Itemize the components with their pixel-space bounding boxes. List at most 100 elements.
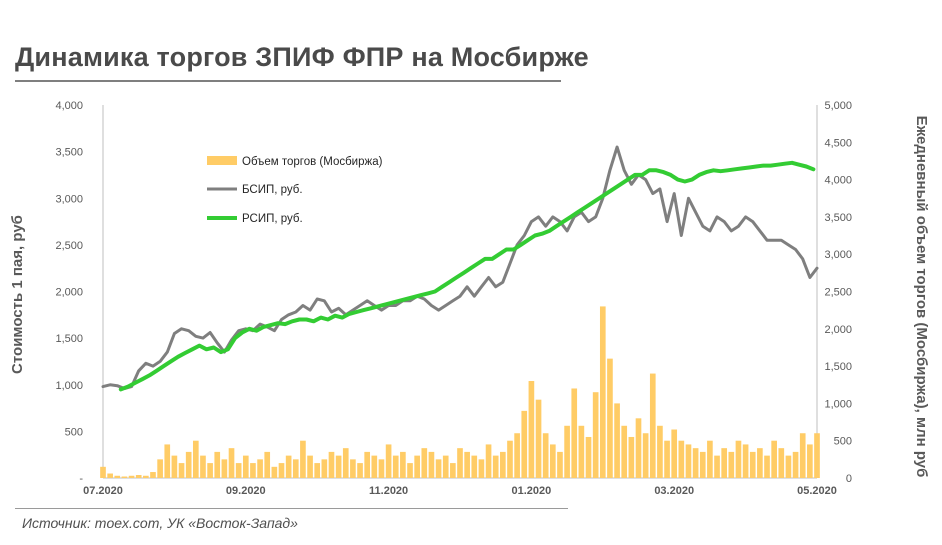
volume-bar (764, 455, 770, 478)
y-tick-label: - (79, 473, 83, 485)
y-axis-title: Стоимость 1 пая, руб (9, 215, 26, 374)
x-tick-label: 03.2020 (654, 485, 694, 497)
volume-bar (392, 455, 399, 478)
volume-bar (471, 455, 478, 478)
volume-bar (314, 463, 321, 478)
volume-bar (792, 451, 799, 478)
volume-bar (171, 455, 178, 478)
volume-bar (221, 459, 228, 478)
volume-bar (143, 475, 149, 478)
volume-bar (807, 444, 813, 478)
volume-bar (707, 440, 713, 478)
volume-bar (342, 448, 349, 478)
volume-bar (628, 436, 635, 478)
volume-bar (778, 448, 785, 478)
y-tick-label: 1,000 (55, 380, 83, 392)
legend: Объем торгов (Мосбиржа) БСИП, руб. РСИП, р… (207, 156, 383, 225)
volume-bar (371, 455, 378, 478)
volume-bar (614, 403, 620, 478)
y2-tick-label: 4,000 (824, 175, 852, 187)
volume-bar (699, 451, 706, 478)
volume-bar (671, 429, 678, 478)
x-tick-label: 11.2020 (369, 485, 408, 497)
volume-bar (642, 433, 649, 478)
volume-bar (435, 459, 442, 478)
volume-bars (100, 306, 820, 478)
volume-bar (328, 451, 335, 478)
volume-bar (278, 463, 285, 478)
volume-bar (685, 444, 692, 478)
volume-bar (421, 448, 428, 478)
y2-tick-label: 0 (846, 473, 852, 485)
y-tick-label: 1,500 (55, 333, 83, 345)
y2-tick-label: 3,000 (824, 249, 852, 261)
volume-bar (321, 459, 328, 478)
volume-bar (114, 475, 121, 478)
volume-bar (749, 451, 756, 478)
volume-bar (235, 463, 242, 478)
volume-bar (799, 433, 806, 478)
volume-bar (592, 392, 599, 478)
volume-bar (535, 399, 542, 478)
volume-bar (542, 433, 549, 478)
volume-bar (378, 459, 385, 478)
legend-rsip-label: РСИП, руб. (242, 213, 303, 225)
volume-bar (400, 451, 406, 478)
volume-bar (492, 455, 499, 478)
y-tick-label: 500 (65, 426, 83, 438)
volume-bar (649, 373, 656, 478)
volume-bar (271, 466, 278, 478)
legend-volume-label: Объем торгов (Мосбиржа) (242, 156, 383, 168)
volume-bar (635, 418, 642, 478)
x-tick-label: 05.2020 (797, 485, 837, 497)
volume-bar (357, 463, 363, 478)
volume-bar (192, 440, 199, 478)
volume-bar (728, 451, 735, 478)
volume-bar (200, 455, 206, 478)
axes: - 500 1,000 1,500 2,000 2,500 3,000 3,500 4,000 0… (9, 100, 930, 497)
volume-bar (735, 440, 742, 478)
y2-tick-label: 5,000 (824, 100, 852, 112)
legend-bsip-label: БСИП, руб. (242, 184, 303, 196)
volume-bar (414, 455, 420, 478)
volume-bar (135, 475, 142, 478)
volume-bar (621, 425, 628, 478)
volume-bar (207, 463, 213, 478)
volume-bar (385, 444, 392, 478)
volume-bar (478, 459, 485, 478)
volume-bar (549, 444, 556, 478)
chart-title: Динамика торгов ЗПИФ ФПР на Мосбирже (15, 42, 589, 72)
volume-bar (578, 425, 585, 478)
volume-bar (178, 463, 185, 478)
volume-bar (257, 459, 263, 478)
y-tick-label: 2,500 (55, 240, 83, 252)
volume-bar (585, 436, 592, 478)
y2-axis-title: Ежедневный объем торгов (Мосбиржа), млн … (913, 116, 930, 478)
volume-bar (364, 451, 371, 478)
volume-bar (264, 451, 271, 478)
y2-tick-label: 2,000 (824, 324, 852, 336)
volume-bar (599, 306, 606, 478)
volume-bar (150, 472, 156, 478)
y2-tick-label: 4,500 (824, 137, 852, 149)
volume-bar (500, 451, 506, 478)
y-tick-label: 3,000 (55, 193, 83, 205)
volume-bar (285, 455, 292, 478)
volume-bar (507, 440, 513, 478)
volume-bar (771, 440, 777, 478)
volume-bar (300, 440, 306, 478)
volume-bar (157, 459, 163, 478)
volume-bar (814, 433, 820, 478)
volume-bar (464, 451, 470, 478)
y-tick-label: 4,000 (55, 100, 83, 112)
volume-bar (428, 451, 435, 478)
x-tick-label: 09.2020 (226, 485, 266, 497)
y-tick-label: 3,500 (55, 147, 83, 159)
volume-bar (457, 448, 463, 478)
volume-bar (528, 381, 535, 478)
volume-bar (450, 463, 456, 478)
volume-bar (292, 459, 299, 478)
volume-bar (100, 466, 106, 478)
volume-bar (757, 448, 763, 478)
